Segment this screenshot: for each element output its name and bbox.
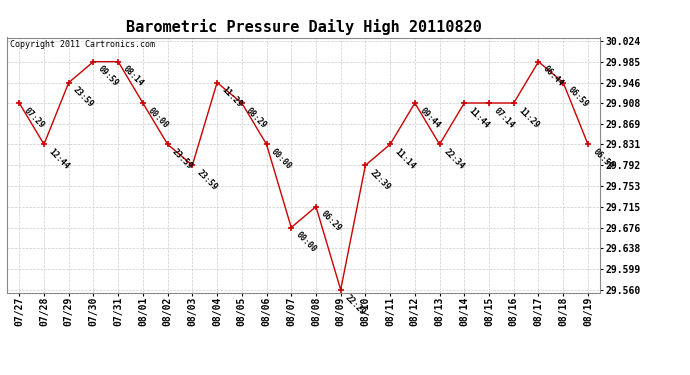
Text: 23:59: 23:59 xyxy=(170,147,195,171)
Text: 06:44: 06:44 xyxy=(541,64,565,88)
Text: 08:29: 08:29 xyxy=(244,106,268,130)
Text: 06:59: 06:59 xyxy=(566,86,590,109)
Text: 06:59: 06:59 xyxy=(591,147,615,171)
Text: Copyright 2011 Cartronics.com: Copyright 2011 Cartronics.com xyxy=(10,40,155,49)
Text: 11:14: 11:14 xyxy=(393,147,417,171)
Text: 00:00: 00:00 xyxy=(269,147,293,171)
Text: 00:00: 00:00 xyxy=(294,230,318,254)
Text: 23:59: 23:59 xyxy=(195,168,219,192)
Text: 23:59: 23:59 xyxy=(72,86,95,109)
Text: 07:29: 07:29 xyxy=(22,106,46,130)
Title: Barometric Pressure Daily High 20110820: Barometric Pressure Daily High 20110820 xyxy=(126,19,482,35)
Text: 11:44: 11:44 xyxy=(467,106,491,130)
Text: 22:34: 22:34 xyxy=(442,147,466,171)
Text: 08:14: 08:14 xyxy=(121,64,145,88)
Text: 12:44: 12:44 xyxy=(47,147,71,171)
Text: 11:29: 11:29 xyxy=(220,86,244,109)
Text: 22:29: 22:29 xyxy=(344,292,368,316)
Text: 09:44: 09:44 xyxy=(417,106,442,130)
Text: 09:59: 09:59 xyxy=(96,64,120,88)
Text: 00:00: 00:00 xyxy=(146,106,170,130)
Text: 11:29: 11:29 xyxy=(517,106,540,130)
Text: 06:29: 06:29 xyxy=(319,209,343,233)
Text: 22:39: 22:39 xyxy=(368,168,392,192)
Text: 07:14: 07:14 xyxy=(492,106,516,130)
